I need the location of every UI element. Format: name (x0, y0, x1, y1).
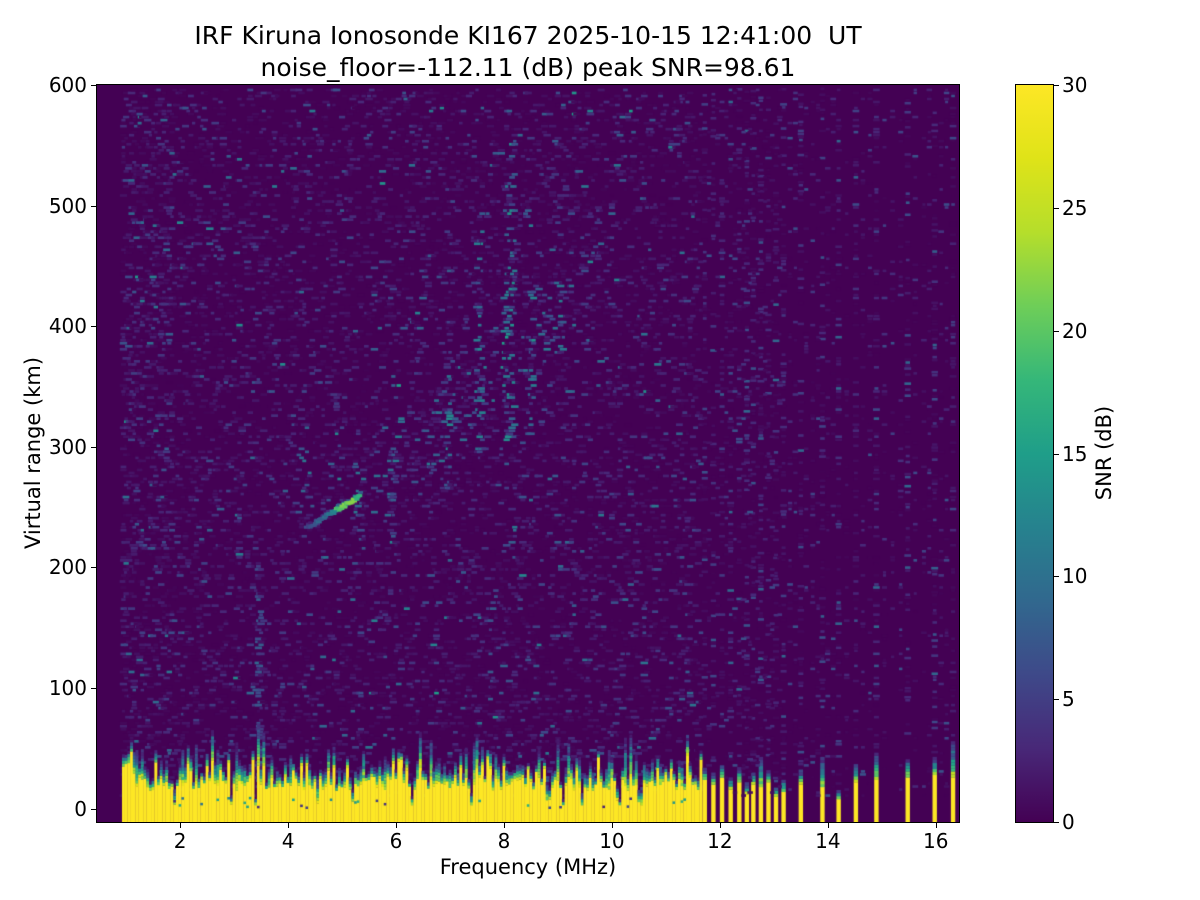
y-tick-label: 300 (48, 434, 87, 459)
x-tick-label: 10 (599, 829, 625, 853)
x-tick-label: 12 (707, 829, 733, 853)
y-tick-label: 200 (48, 555, 87, 580)
x-tick-mark (935, 823, 937, 828)
x-tick-mark (827, 823, 829, 828)
colorbar-tick-mark (1054, 576, 1059, 578)
y-tick-mark (91, 326, 96, 328)
colorbar-label: SNR (dB) (1092, 405, 1116, 501)
y-tick-mark (91, 446, 96, 448)
colorbar-tick-label: 10 (1062, 564, 1088, 589)
x-tick-label: 4 (281, 829, 295, 853)
x-tick-mark (396, 823, 398, 828)
y-tick-label: 500 (48, 193, 87, 218)
colorbar-tick-label: 0 (1062, 810, 1075, 834)
colorbar-tick-label: 20 (1062, 318, 1088, 343)
x-tick-label: 2 (173, 829, 187, 853)
y-tick-mark (91, 567, 96, 569)
x-tick-mark (611, 823, 613, 828)
chart-subtitle: noise_floor=-112.11 (dB) peak SNR=98.61 (260, 53, 796, 82)
x-tick-label: 8 (497, 829, 511, 853)
x-tick-mark (288, 823, 290, 828)
colorbar-tick-mark (1054, 330, 1059, 332)
x-tick-label: 16 (923, 829, 949, 853)
colorbar-tick-label: 30 (1062, 73, 1088, 97)
y-tick-label: 0 (74, 796, 87, 821)
x-tick-label: 14 (815, 829, 841, 853)
colorbar-tick-label: 15 (1062, 441, 1088, 466)
chart-title: IRF Kiruna Ionosonde KI167 2025-10-15 12… (194, 21, 862, 50)
colorbar-tick-mark (1054, 207, 1059, 209)
y-tick-label: 600 (48, 73, 87, 97)
y-tick-mark (91, 688, 96, 690)
heatmap-plot-area (96, 84, 960, 823)
x-tick-mark (503, 823, 505, 828)
colorbar-tick-mark (1054, 453, 1059, 455)
colorbar-gradient (1016, 85, 1053, 822)
colorbar-tick-mark (1054, 699, 1059, 701)
colorbar-tick-mark (1054, 822, 1059, 823)
y-tick-mark (91, 205, 96, 207)
x-axis-label: Frequency (MHz) (439, 855, 617, 879)
y-tick-mark (91, 808, 96, 810)
y-tick-mark (91, 85, 96, 86)
x-tick-mark (180, 823, 182, 828)
colorbar-tick-mark (1054, 85, 1059, 86)
y-axis-label: Virtual range (km) (21, 356, 45, 550)
y-tick-label: 400 (48, 314, 87, 339)
x-tick-label: 6 (389, 829, 403, 853)
colorbar-tick-label: 25 (1062, 195, 1088, 220)
ionogram-heatmap-canvas (97, 85, 959, 822)
colorbar (1015, 84, 1054, 823)
colorbar-tick-label: 5 (1062, 687, 1075, 712)
y-tick-label: 100 (48, 676, 87, 701)
x-tick-mark (719, 823, 721, 828)
